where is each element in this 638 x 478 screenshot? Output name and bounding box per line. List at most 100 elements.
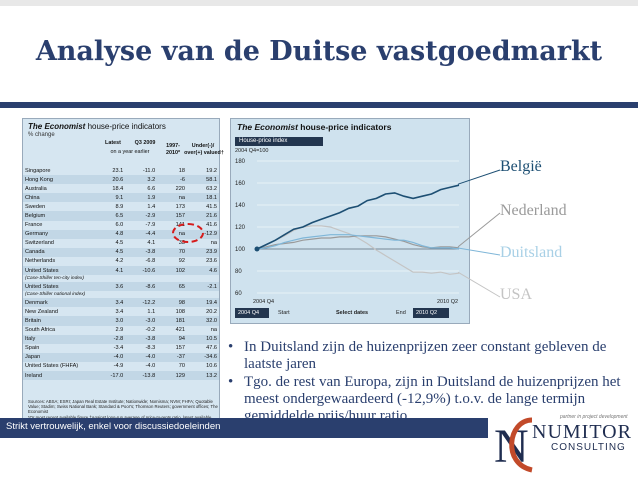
table-cell-value: -13.8 (125, 370, 158, 381)
table-cell-value: 19.2 (206, 167, 217, 174)
table-cell-value: 2.9 (115, 327, 124, 334)
table-cell-value: -3.0 (125, 316, 158, 326)
table-cell-value: 3.0 (95, 316, 126, 326)
table-cell-value: -10.6 (125, 266, 158, 276)
table-cell-country: Belgium (23, 211, 96, 221)
title-rule (0, 102, 638, 108)
table-cell-value: 4.1 (147, 240, 156, 247)
table-row: China 9.1 1.9 na 18.1 (23, 193, 219, 203)
numitor-logo: N (488, 412, 638, 478)
table-cell-value: 421 (175, 327, 185, 334)
chart-tab-house-price-index[interactable]: House-price index (235, 137, 323, 146)
table-cell-country: Hong Kong (23, 175, 96, 185)
table-cell-value (95, 291, 125, 298)
table-row: Hong Kong 20.6 3.2 -6 58.1 (23, 175, 219, 185)
x-tick-label: 2010 Q2 (437, 299, 458, 305)
table-cell-value: 18 (178, 167, 185, 174)
table-row: Singapore 23.1 -11.0 18 19.2 (23, 166, 219, 175)
table-title: The Economist house-price indicators (28, 122, 166, 131)
table-cell-value: 58.1 (187, 175, 219, 185)
table-cell-value: -3.8 (125, 247, 158, 257)
table-cell-value: 19.4 (187, 298, 219, 308)
table-cell-country: France (25, 222, 43, 229)
table-cell-value: 63.2 (206, 185, 217, 192)
table-cell-value: -37 (157, 352, 187, 362)
chart-panel: The Economist house-price indicators Hou… (230, 118, 470, 324)
y-tick-label: 120 (235, 225, 246, 231)
table-row: Sweden 8.9 1.4 173 41.5 (23, 202, 219, 211)
table-cell-value: 1.4 (147, 203, 156, 210)
table-cell-value: 18.1 (187, 193, 219, 203)
table-cell-value: 8.9 (115, 203, 124, 210)
y-tick-label: 160 (235, 181, 246, 187)
table-cell-value: -12.2 (125, 298, 158, 308)
bullet-text-1: In Duitsland zijn de huizenprijzen zeer … (244, 339, 607, 372)
label-duitsland: Duitsland (500, 244, 563, 261)
top-rule (0, 0, 638, 6)
table-column-headers: Latest Q3 2009 1997- Under(-)/ on a year… (28, 140, 224, 166)
table-cell-value: -4.0 (145, 363, 156, 370)
table-cell-value: 220 (175, 185, 185, 192)
table-cell-country: Australia (25, 185, 47, 192)
table-cell-value (95, 275, 125, 282)
table-cell-country: Sweden (25, 203, 46, 210)
table-cell-country: Netherlands (25, 258, 56, 265)
table-cell-value: 10.5 (187, 334, 219, 344)
base-point (254, 246, 260, 252)
table-cell-country: Germany (23, 229, 96, 239)
table-cell-value: 92 (178, 258, 185, 265)
table-row: (Case-Shiller ten-city index) (23, 275, 219, 282)
table-row: Australia 18.4 6.6 220 63.2 (23, 184, 219, 193)
table-cell-value: 41.6 (206, 222, 217, 229)
table-cell-value: 1.9 (125, 193, 158, 203)
table-cell-country: Italy (23, 334, 96, 344)
nc-monogram-icon: N (494, 417, 533, 473)
table-row: United States 3.6 -8.6 65 -2.1 (23, 282, 219, 292)
start-label: Start (278, 310, 290, 316)
table-cell-country: Singapore (25, 167, 51, 174)
table-cell-value: na (210, 327, 217, 334)
table-row: Denmark 3.4 -12.2 98 19.4 (23, 298, 219, 308)
col-latest: Latest (105, 140, 121, 146)
table-cell-value: 3.2 (125, 175, 158, 185)
table-cell-value: -17.0 (95, 370, 126, 381)
germany-highlight-circle (172, 223, 204, 243)
table-cell-value: -3.8 (125, 334, 158, 344)
table-row: Belgium 6.5 -2.9 157 21.6 (23, 211, 219, 221)
table-cell-value (125, 275, 157, 282)
table-cell-value: 102 (157, 266, 187, 276)
col-1997: 1997- (166, 143, 180, 149)
table-cell-value: 6.6 (147, 185, 156, 192)
col-2010: 2010* (165, 150, 181, 156)
y-tick-label: 180 (235, 159, 246, 165)
label-nederland: Nederland (500, 202, 567, 219)
label-usa: USA (500, 286, 533, 303)
col-ayear: on a year earlier (110, 149, 150, 155)
table-cell-value: -2.8 (95, 334, 126, 344)
table-cell-country: United States (23, 282, 96, 292)
table-row: United States (FHFA) -4.9 -4.0 70 10.6 (23, 362, 219, 371)
table-row: Spain -3.4 -8.3 157 47.6 (23, 344, 219, 353)
table-cell-value: 32.0 (187, 316, 219, 326)
y-tick-label: 140 (235, 203, 246, 209)
table-cell-value: 47.6 (206, 345, 217, 352)
table-cell-country: South Africa (25, 327, 56, 334)
table-row: Italy -2.8 -3.8 94 10.5 (23, 334, 219, 344)
table-cell-value: na (210, 240, 217, 247)
table-cell-country: (Case-Shiller ten-city index) (25, 276, 84, 282)
table-cell-value: -4.0 (125, 352, 158, 362)
table-cell-value: 3.6 (95, 282, 126, 292)
table-cell-value: 157 (175, 345, 185, 352)
end-date-select[interactable]: 2010 Q2 (413, 308, 449, 318)
table-cell-value: 3.4 (115, 308, 124, 315)
table-cell-value: 108 (175, 308, 185, 315)
table-cell-value: -6.8 (145, 258, 156, 265)
start-date-select[interactable]: 2004 Q4 (235, 308, 269, 318)
table-cell-country: (Case-Shiller national index) (25, 292, 86, 298)
table-cell-value: 20.6 (95, 175, 126, 185)
col-over: over(+) valued† (184, 150, 224, 156)
table-cell-value: 70 (178, 363, 185, 370)
table-cell-value: 157 (157, 211, 187, 221)
table-row: Netherlands 4.2 -6.8 92 23.6 (23, 257, 219, 266)
footer-bar (0, 418, 638, 438)
